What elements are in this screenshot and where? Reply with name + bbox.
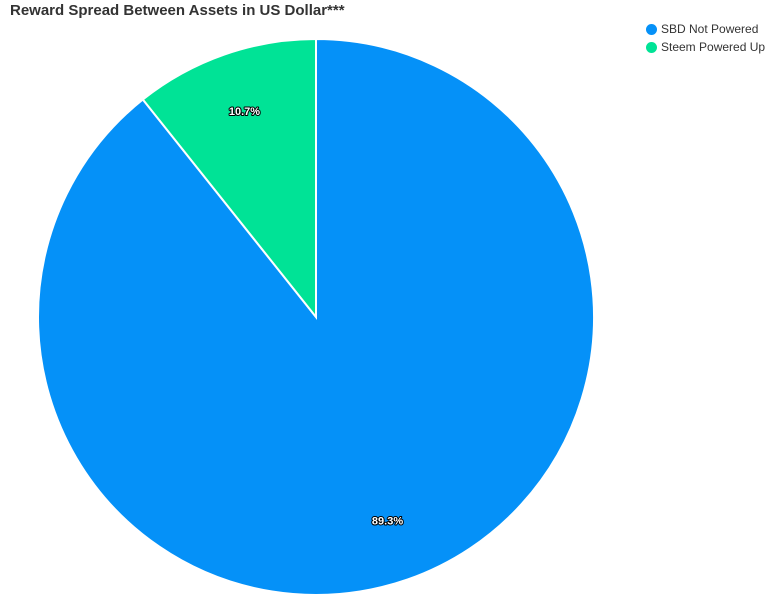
legend-label: SBD Not Powered <box>661 22 759 36</box>
pie-slice-steem-powered-up[interactable] <box>141 37 317 320</box>
slice-data-label: 89.3% <box>372 516 403 528</box>
legend-label: Steem Powered Up <box>661 40 766 54</box>
legend-item-steem-powered-up[interactable]: Steem Powered Up <box>646 38 765 56</box>
slice-data-label: 10.7% <box>229 106 260 118</box>
legend-marker-steem <box>646 41 657 53</box>
legend: SBD Not Powered Steem Powered Up <box>646 20 765 56</box>
legend-marker-sbd <box>646 23 657 35</box>
legend-item-sbd-not-powered[interactable]: SBD Not Powered <box>646 20 765 38</box>
chart-title: Reward Spread Between Assets in US Dolla… <box>10 2 345 19</box>
